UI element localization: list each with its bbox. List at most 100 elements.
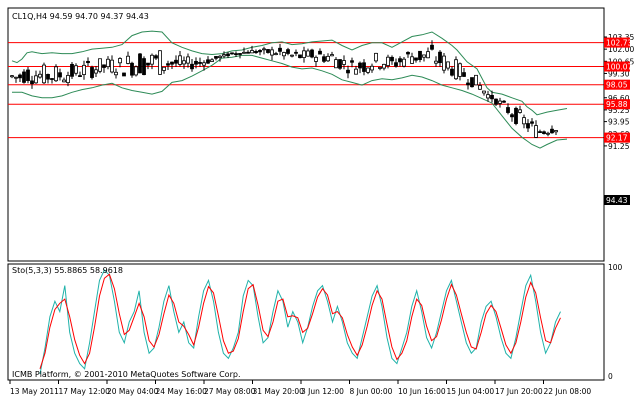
candle-body bbox=[362, 62, 366, 72]
candle-body bbox=[122, 72, 126, 77]
candle-body bbox=[234, 53, 238, 56]
candle-body bbox=[426, 51, 430, 59]
candle-body bbox=[138, 53, 142, 74]
upper-band-line bbox=[11, 30, 568, 116]
time-tick-label: 27 May 08:00 bbox=[204, 387, 256, 396]
candle-body bbox=[530, 121, 534, 124]
level-tags: 102.73 100.07 98.05 95.88 92.17 bbox=[604, 37, 632, 143]
candle-body bbox=[502, 100, 506, 103]
candle-body bbox=[154, 55, 158, 59]
candle-body bbox=[414, 57, 418, 61]
candle-body bbox=[494, 98, 498, 105]
candle-body bbox=[326, 55, 330, 62]
candle-body bbox=[30, 80, 34, 85]
candle-body bbox=[242, 51, 246, 54]
candle-body bbox=[458, 63, 462, 77]
level-tag-bg bbox=[604, 61, 630, 72]
price-tick-label: 102.00 bbox=[608, 45, 634, 54]
candle-body bbox=[66, 75, 70, 84]
stochastic-signal-line bbox=[39, 273, 561, 369]
candle-body bbox=[454, 59, 458, 80]
candle-body bbox=[174, 59, 178, 64]
candle-body bbox=[258, 50, 262, 53]
candle-body bbox=[518, 109, 522, 113]
candle-body bbox=[410, 56, 414, 64]
candle-body bbox=[158, 50, 162, 75]
candle-body bbox=[366, 67, 370, 73]
candle-body bbox=[434, 60, 438, 64]
candle-body bbox=[210, 59, 214, 62]
time-tick-label: 3 Jun 12:00 bbox=[301, 387, 344, 396]
candle-body bbox=[322, 56, 326, 62]
candle-body bbox=[374, 52, 378, 62]
candle-body bbox=[18, 74, 22, 79]
candle-body bbox=[34, 75, 38, 84]
level-tag-label: 98.05 bbox=[606, 81, 628, 90]
candle-body bbox=[390, 56, 394, 62]
candle-body bbox=[314, 56, 318, 62]
candle-body bbox=[474, 74, 478, 86]
candle-body bbox=[526, 123, 530, 129]
candle-body bbox=[542, 131, 546, 134]
candle-body bbox=[226, 53, 230, 57]
time-tick-label: 31 May 20:00 bbox=[253, 387, 305, 396]
candle-body bbox=[102, 64, 106, 68]
main-chart-header: CL1Q,H4 94.59 94.70 94.37 94.43 bbox=[12, 12, 149, 21]
candle-body bbox=[190, 63, 194, 70]
candle-body bbox=[378, 66, 382, 69]
candle-body bbox=[274, 53, 278, 56]
candle-body bbox=[538, 131, 542, 134]
candle-body bbox=[514, 107, 518, 124]
candle-body bbox=[202, 62, 206, 66]
candle-body bbox=[422, 54, 426, 58]
osc-tick-0: 0 bbox=[608, 372, 613, 381]
watermark: ICMB Platform, © 2001-2010 MetaQuotes So… bbox=[12, 370, 241, 379]
candle-body bbox=[114, 71, 118, 76]
time-tick-label: 10 Jun 16:00 bbox=[398, 387, 446, 396]
price-panel[interactable]: CL1Q,H4 94.59 94.70 94.37 94.43 bbox=[7, 7, 605, 262]
candle-body bbox=[290, 54, 294, 57]
candle-body bbox=[94, 69, 98, 74]
candle-body bbox=[270, 49, 274, 56]
candle-body bbox=[394, 62, 398, 67]
candle-body bbox=[486, 94, 490, 99]
candle-body bbox=[142, 58, 146, 76]
candle-body bbox=[182, 60, 186, 65]
price-tick-label: 91.25 bbox=[608, 142, 630, 151]
candle-body bbox=[214, 56, 218, 59]
candle-body bbox=[354, 68, 358, 75]
level-tag-bg bbox=[604, 99, 630, 110]
candle-body bbox=[70, 63, 74, 77]
candle-body bbox=[430, 44, 434, 50]
candle-body bbox=[186, 56, 190, 64]
price-tick-label: 99.30 bbox=[608, 69, 630, 78]
candle-body bbox=[298, 54, 302, 59]
candle-body bbox=[110, 59, 114, 73]
candle-body bbox=[402, 58, 406, 67]
time-tick-label: 8 Jun 00:00 bbox=[350, 387, 393, 396]
candle-body bbox=[550, 128, 554, 134]
candle-body bbox=[490, 94, 494, 100]
candle-body bbox=[330, 54, 334, 57]
level-tag-label: 100.07 bbox=[606, 63, 632, 72]
candle-body bbox=[194, 60, 198, 65]
stochastic-panel[interactable]: Sto(5,3,3) 55.8865 58.9618 ICMB Platform… bbox=[7, 263, 605, 381]
candle-body bbox=[126, 55, 130, 64]
price-tick-label: 96.60 bbox=[608, 94, 630, 103]
candle-body bbox=[50, 78, 54, 80]
candle-body bbox=[42, 64, 46, 84]
candle-body bbox=[386, 56, 390, 66]
candle-body bbox=[198, 62, 202, 64]
candle-body bbox=[286, 49, 290, 54]
candle-body bbox=[230, 52, 234, 55]
candle-body bbox=[522, 117, 526, 125]
candle-body bbox=[178, 55, 182, 65]
candle-body bbox=[62, 79, 66, 83]
candle-body bbox=[478, 85, 482, 90]
level-tag-bg bbox=[604, 37, 630, 48]
candle-body bbox=[350, 60, 354, 63]
candle-body bbox=[82, 64, 86, 75]
candle-body bbox=[294, 51, 298, 54]
